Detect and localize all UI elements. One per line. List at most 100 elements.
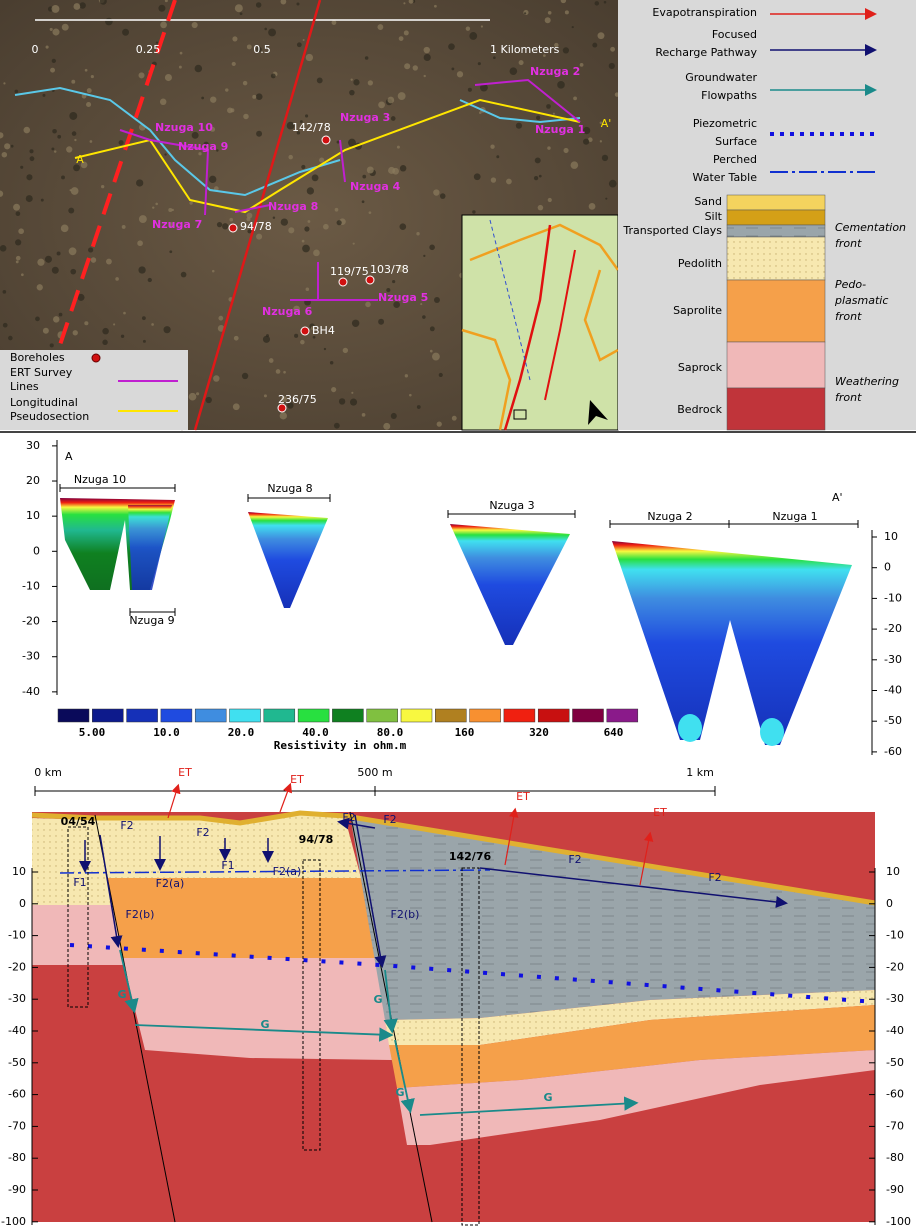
vegetation [399, 36, 404, 41]
y-tick-label: -70 [8, 1119, 26, 1132]
vegetation [351, 78, 353, 80]
vegetation [43, 328, 49, 334]
vegetation [151, 323, 154, 326]
ert-line-label: Nzuga 1 [535, 123, 585, 136]
y-tick-label: -30 [886, 992, 904, 1005]
ert-line-label: Nzuga 6 [262, 305, 313, 318]
vegetation [243, 114, 249, 120]
y-tick-label: 10 [886, 865, 900, 878]
vegetation [539, 175, 542, 178]
vegetation [479, 111, 482, 114]
color-swatch [367, 709, 398, 722]
vegetation [52, 129, 57, 134]
vegetation [139, 72, 145, 78]
vegetation [21, 273, 24, 276]
vegetation [70, 269, 76, 275]
vegetation [392, 280, 395, 283]
vegetation [280, 412, 287, 419]
vegetation [210, 96, 216, 102]
ert-line-label: Nzuga 9 [129, 614, 174, 627]
color-swatch [401, 709, 432, 722]
front-label: front [835, 391, 862, 404]
vegetation [169, 250, 172, 253]
vegetation [16, 256, 21, 261]
front-label: Pedo- [835, 278, 866, 291]
vegetation [423, 75, 425, 77]
ert-line-label: Nzuga 1 [772, 510, 817, 523]
vegetation [306, 287, 310, 291]
vegetation [213, 375, 219, 381]
ert-section [450, 524, 570, 645]
vegetation [469, 32, 477, 40]
vegetation [404, 30, 409, 35]
vegetation [416, 232, 419, 235]
flow-label: G [260, 1018, 269, 1031]
layer-label: Bedrock [677, 403, 722, 416]
vegetation [26, 195, 33, 202]
y-tick-label: -20 [884, 622, 902, 635]
legend-label: Pseudosection [10, 410, 89, 423]
ert-anomaly [760, 718, 784, 746]
vegetation [600, 140, 602, 142]
vegetation [218, 316, 223, 321]
vegetation [26, 174, 32, 180]
vegetation [281, 218, 288, 225]
vegetation [37, 259, 44, 266]
vegetation [136, 179, 143, 186]
vegetation [519, 60, 524, 65]
vegetation [557, 81, 565, 89]
color-swatch [298, 709, 329, 722]
process-label: Evapotranspiration [652, 6, 757, 19]
vegetation [247, 213, 253, 219]
legend-label: Longitudinal [10, 396, 78, 409]
vegetation [43, 94, 46, 97]
recharge-label: F2 [196, 826, 209, 839]
vegetation [422, 315, 426, 319]
vegetation [536, 116, 540, 120]
vegetation [8, 336, 13, 341]
vegetation [160, 99, 166, 105]
ert-line-label: Nzuga 3 [489, 499, 534, 512]
vegetation [165, 74, 172, 81]
vegetation [196, 392, 199, 395]
vegetation [472, 210, 475, 213]
ert-line-label: Nzuga 10 [155, 121, 213, 134]
section-end-label: A' [601, 117, 612, 130]
vegetation [69, 112, 77, 120]
color-swatch [195, 709, 226, 722]
vegetation [18, 228, 24, 234]
vegetation [434, 5, 437, 8]
borehole-label: 142/76 [449, 850, 492, 863]
vegetation [417, 405, 421, 409]
vegetation [391, 116, 396, 121]
vegetation [52, 267, 59, 274]
color-swatch [538, 709, 569, 722]
vegetation [247, 44, 252, 49]
legend-label: Boreholes [10, 351, 65, 364]
vegetation [102, 340, 107, 345]
vegetation [4, 143, 10, 149]
vegetation [79, 2, 85, 8]
vegetation [73, 3, 80, 10]
section-end-label: A [65, 450, 73, 463]
vegetation [59, 313, 63, 317]
vegetation [41, 199, 44, 202]
vegetation [50, 68, 55, 73]
vegetation [506, 179, 512, 185]
vegetation [352, 320, 359, 327]
y-tick-label: 20 [26, 474, 40, 487]
front-label: Weathering [835, 375, 899, 388]
vegetation [66, 146, 72, 152]
vegetation [365, 56, 369, 60]
vegetation [16, 211, 21, 216]
color-swatch [504, 709, 535, 722]
vegetation [201, 97, 204, 100]
vegetation [0, 245, 6, 252]
vegetation [192, 22, 198, 28]
vegetation [72, 131, 77, 136]
borehole-label: BH4 [312, 324, 335, 337]
vegetation [155, 203, 158, 206]
vegetation [181, 272, 187, 278]
vegetation [288, 227, 294, 233]
y-tick-label: 10 [884, 530, 898, 543]
